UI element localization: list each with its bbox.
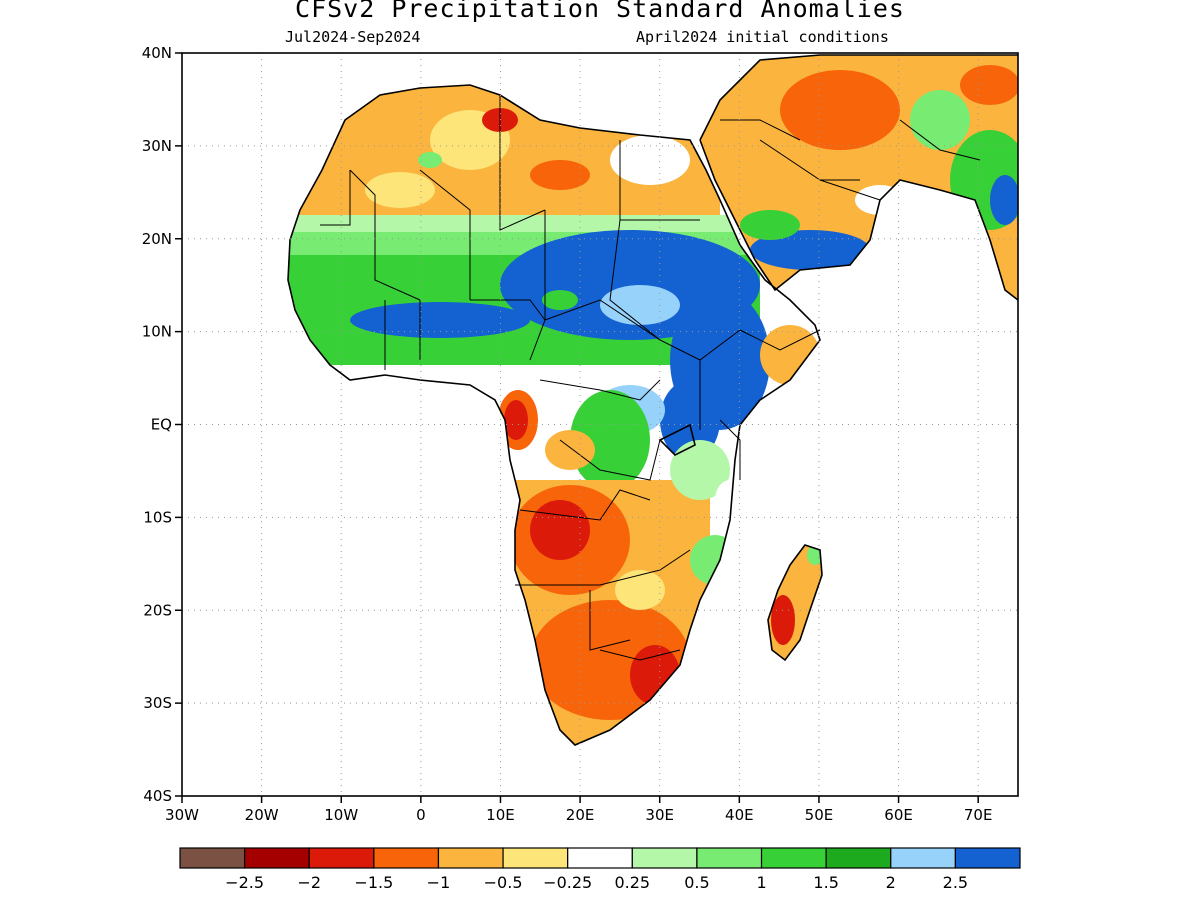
colorbar-swatch <box>502 847 569 869</box>
forecast-period: Jul2024-Sep2024 <box>285 28 421 46</box>
lon-tick-label: 50E <box>805 806 834 824</box>
coastline <box>287 54 1018 746</box>
colorbar-swatch <box>825 847 892 869</box>
lat-tick-label: EQ <box>151 416 172 434</box>
colorbar-swatch <box>890 847 956 869</box>
map-title: CFSv2 Precipitation Standard Anomalies <box>295 0 905 23</box>
colorbar-swatch <box>373 847 440 869</box>
lon-tick-label: 10W <box>324 806 358 824</box>
lat-tick-label: 20S <box>143 601 172 619</box>
lat-tick-label: 20N <box>142 230 172 248</box>
lon-tick-label: 30W <box>165 806 199 824</box>
colorbar: −2.5 −2 −1.5 −1 −0.5 −0.25 0.25 0.5 1 1.5 2 2.5 <box>179 847 1021 892</box>
colorbar-label: 2.5 <box>943 873 968 892</box>
colorbar-swatch <box>308 847 375 869</box>
colorbar-label: −2 <box>297 873 321 892</box>
lon-tick-label: 20E <box>566 806 595 824</box>
colorbar-label: −0.25 <box>543 873 592 892</box>
colorbar-swatch <box>631 847 698 869</box>
lat-tick-label: 10S <box>143 508 172 526</box>
lon-tick-label: 70E <box>964 806 993 824</box>
lon-tick-label: 30E <box>645 806 674 824</box>
lon-tick-label: 40E <box>725 806 754 824</box>
lon-tick-label: 0 <box>416 806 426 824</box>
colorbar-label: 0.25 <box>614 873 650 892</box>
lon-tick-label: 60E <box>884 806 913 824</box>
colorbar-label: −1.5 <box>354 873 393 892</box>
colorbar-label: −1 <box>427 873 451 892</box>
longitude-axis: 30W 20W 10W 0 10E 20E 30E 40E 50E 60E 70E <box>165 796 992 824</box>
lat-tick-label: 30S <box>143 694 172 712</box>
lat-tick-label: 40N <box>142 44 172 62</box>
colorbar-swatch <box>954 847 1021 869</box>
colorbar-swatch <box>760 847 827 869</box>
lat-tick-label: 10N <box>142 323 172 341</box>
lon-tick-label: 10E <box>486 806 515 824</box>
colorbar-swatch <box>244 847 310 869</box>
graticule <box>182 53 1018 796</box>
initial-conditions: April2024 initial conditions <box>636 28 889 46</box>
country-borders <box>320 95 981 661</box>
colorbar-label: 1.5 <box>813 873 838 892</box>
lat-tick-label: 40S <box>143 787 172 805</box>
colorbar-label: 1 <box>756 873 766 892</box>
colorbar-label: 2 <box>886 873 896 892</box>
lat-tick-label: 30N <box>142 137 172 155</box>
colorbar-label: −0.5 <box>484 873 523 892</box>
colorbar-swatch <box>567 847 633 869</box>
colorbar-swatch <box>179 847 246 869</box>
colorbar-label: −2.5 <box>225 873 264 892</box>
lon-tick-label: 20W <box>245 806 279 824</box>
colorbar-swatch <box>696 847 763 869</box>
colorbar-label: 0.5 <box>684 873 709 892</box>
latitude-axis: 40N 30N 20N 10N EQ 10S 20S 30S 40S <box>142 44 182 805</box>
colorbar-swatch <box>437 847 504 869</box>
